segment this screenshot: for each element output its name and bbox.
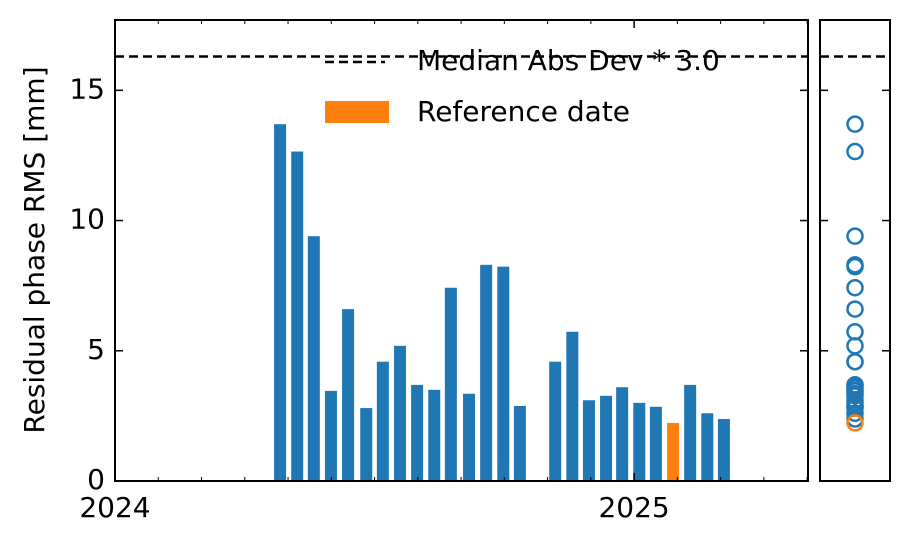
bar	[600, 395, 613, 481]
bar	[549, 361, 562, 481]
bar	[497, 266, 510, 481]
x-tick-label: 2025	[598, 491, 669, 524]
bar	[360, 408, 373, 481]
bar	[307, 236, 320, 481]
bar	[566, 331, 579, 481]
strip-point	[846, 323, 864, 341]
strip-point	[846, 414, 864, 432]
x-tick-label: 2024	[79, 491, 150, 524]
bar	[701, 413, 714, 481]
strip-point	[846, 142, 864, 161]
bar	[342, 309, 355, 481]
bar	[684, 384, 697, 481]
axes-frame	[819, 19, 891, 482]
y-tick-label: 5	[87, 333, 105, 366]
bar	[513, 405, 526, 481]
bar	[444, 287, 457, 481]
strip-point	[846, 404, 864, 423]
strip-point	[846, 227, 864, 245]
strip-point	[846, 278, 864, 297]
legend-label: Median Abs Dev * 3.0	[417, 44, 720, 77]
y-tick-label: 0	[87, 463, 105, 496]
bar	[411, 384, 424, 481]
bar	[480, 264, 493, 481]
strip-point	[846, 337, 864, 355]
strip-point	[846, 387, 864, 405]
strip-point	[846, 376, 864, 394]
legend-swatch	[325, 101, 389, 123]
y-tick-label: 15	[69, 72, 105, 105]
bar	[274, 124, 287, 482]
y-axis-label: Residual phase RMS [mm]	[18, 66, 51, 433]
strip-point	[846, 352, 864, 371]
strip-point	[846, 115, 864, 133]
bar	[291, 151, 304, 481]
y-tick-label: 10	[69, 203, 105, 236]
bar	[582, 400, 595, 481]
strip-point	[846, 300, 864, 318]
legend-label: Reference date	[417, 95, 630, 128]
bar	[633, 402, 646, 481]
bar	[463, 393, 476, 481]
bar	[616, 387, 629, 481]
bar	[324, 390, 337, 481]
bar	[667, 422, 680, 481]
strip-point	[846, 257, 864, 276]
bar	[717, 419, 730, 481]
bar	[649, 406, 662, 481]
bar	[393, 345, 406, 481]
bar	[428, 389, 441, 481]
axes-frame	[114, 19, 809, 482]
bar	[376, 361, 389, 481]
